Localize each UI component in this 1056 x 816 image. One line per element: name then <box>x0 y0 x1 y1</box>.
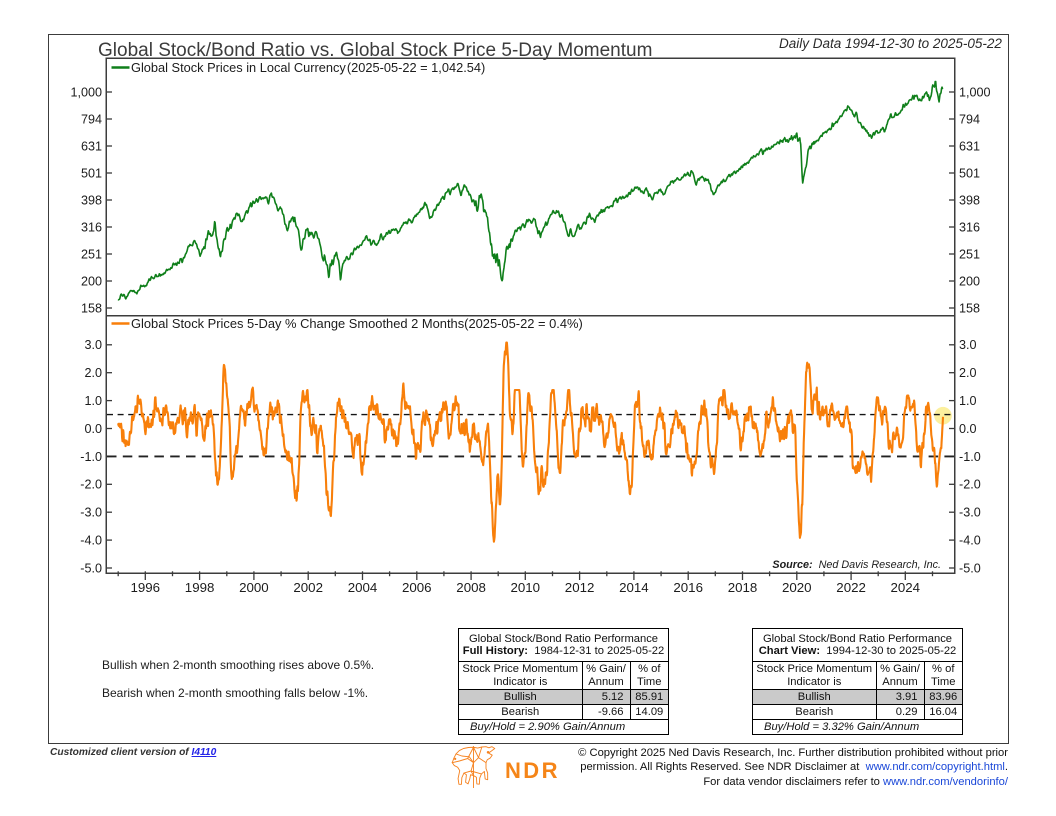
svg-text:-4.0: -4.0 <box>80 534 102 548</box>
svg-text:2000: 2000 <box>239 580 269 595</box>
svg-text:2006: 2006 <box>402 580 432 595</box>
svg-text:1,000: 1,000 <box>959 85 991 99</box>
svg-text:2016: 2016 <box>673 580 703 595</box>
svg-text:251: 251 <box>81 247 102 261</box>
svg-text:-4.0: -4.0 <box>959 534 981 548</box>
svg-text:0.0: 0.0 <box>959 422 977 436</box>
svg-text:2024: 2024 <box>891 580 921 595</box>
svg-text:2022: 2022 <box>836 580 866 595</box>
svg-text:794: 794 <box>81 112 102 126</box>
svg-text:Source: Ned Davis Research, I: Source: Ned Davis Research, Inc. <box>772 559 941 571</box>
svg-text:2004: 2004 <box>348 580 378 595</box>
svg-text:2.0: 2.0 <box>84 366 102 380</box>
svg-text:-5.0: -5.0 <box>80 561 102 575</box>
svg-text:3.0: 3.0 <box>84 338 102 352</box>
svg-text:2.0: 2.0 <box>959 366 977 380</box>
svg-text:398: 398 <box>959 193 980 207</box>
svg-text:-1.0: -1.0 <box>959 450 981 464</box>
svg-text:Global Stock Prices in Local C: Global Stock Prices in Local Currency (2… <box>131 60 485 75</box>
svg-text:316: 316 <box>959 220 980 234</box>
svg-text:316: 316 <box>81 220 102 234</box>
svg-text:1998: 1998 <box>185 580 215 595</box>
svg-text:1,000: 1,000 <box>70 85 102 99</box>
svg-text:200: 200 <box>81 274 102 288</box>
svg-text:1.0: 1.0 <box>84 394 102 408</box>
svg-text:2010: 2010 <box>511 580 541 595</box>
svg-text:-3.0: -3.0 <box>959 506 981 520</box>
svg-text:631: 631 <box>959 139 980 153</box>
svg-text:2008: 2008 <box>456 580 486 595</box>
svg-text:1996: 1996 <box>131 580 161 595</box>
svg-text:2002: 2002 <box>293 580 323 595</box>
svg-text:Global Stock Prices 5-Day % Ch: Global Stock Prices 5-Day % Change Smoot… <box>131 316 583 331</box>
svg-text:2018: 2018 <box>728 580 758 595</box>
svg-text:794: 794 <box>959 112 980 126</box>
svg-text:158: 158 <box>959 301 980 315</box>
svg-text:0.0: 0.0 <box>84 422 102 436</box>
svg-text:1.0: 1.0 <box>959 394 977 408</box>
svg-text:200: 200 <box>959 274 980 288</box>
svg-text:-2.0: -2.0 <box>959 478 981 492</box>
svg-text:251: 251 <box>959 247 980 261</box>
svg-text:-2.0: -2.0 <box>80 478 102 492</box>
svg-text:2014: 2014 <box>619 580 649 595</box>
svg-text:398: 398 <box>81 193 102 207</box>
svg-text:2012: 2012 <box>565 580 595 595</box>
svg-text:501: 501 <box>959 166 980 180</box>
svg-text:631: 631 <box>81 139 102 153</box>
svg-text:2020: 2020 <box>782 580 812 595</box>
svg-text:-1.0: -1.0 <box>80 450 102 464</box>
svg-text:501: 501 <box>81 166 102 180</box>
svg-text:3.0: 3.0 <box>959 338 977 352</box>
svg-text:158: 158 <box>81 301 102 315</box>
svg-text:-3.0: -3.0 <box>80 506 102 520</box>
svg-text:-5.0: -5.0 <box>959 561 981 575</box>
